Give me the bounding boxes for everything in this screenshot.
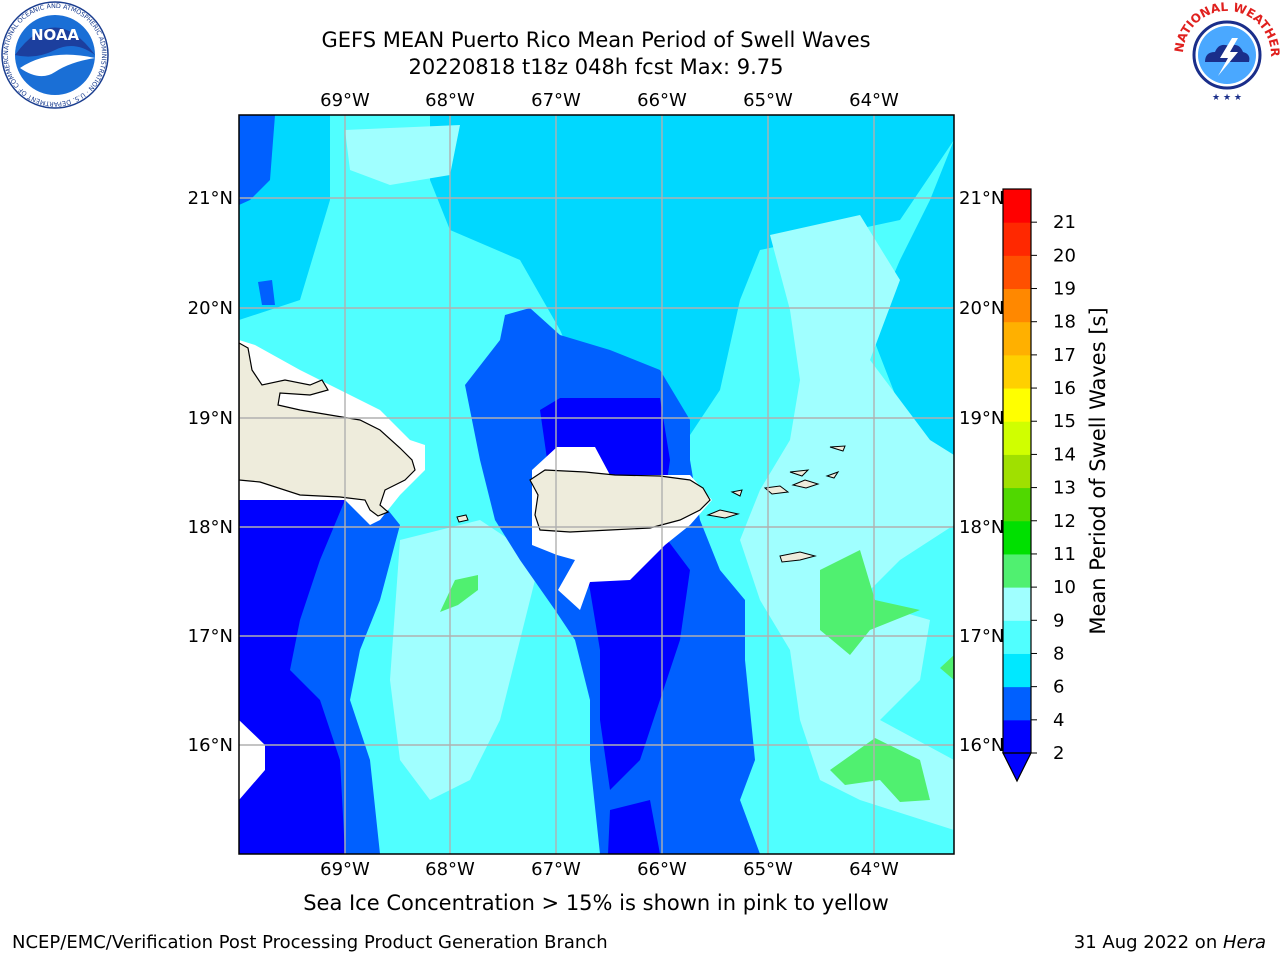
lon-label-bottom: 67°W — [531, 859, 581, 880]
lat-label-left: 20°N — [188, 298, 233, 319]
lat-label-right: 20°N — [959, 298, 1004, 319]
island-outline — [730, 489, 743, 497]
lat-label-left: 16°N — [188, 735, 233, 756]
lon-label-top: 69°W — [320, 90, 370, 111]
island-outline — [779, 551, 817, 563]
lat-label-right: 17°N — [959, 626, 1004, 647]
lon-label-bottom: 66°W — [637, 859, 687, 880]
sea-ice-caption: Sea Ice Concentration > 15% is shown in … — [303, 891, 889, 915]
footer-system: Hera — [1222, 932, 1266, 953]
swell-band-2-4 — [239, 500, 345, 854]
swell-band-10-11 — [820, 550, 920, 655]
lon-label-top: 66°W — [637, 90, 687, 111]
island-outline — [706, 509, 740, 519]
lon-label-bottom: 69°W — [320, 859, 370, 880]
swell-band-4-6 — [239, 115, 275, 205]
swell-band-10-11 — [830, 738, 930, 802]
swell-band-9-10 — [740, 215, 954, 830]
svg-text:★ ★ ★: ★ ★ ★ — [1212, 93, 1242, 103]
swell-band-4-6 — [258, 280, 275, 305]
island-outline — [829, 445, 846, 452]
lon-label-bottom: 64°W — [849, 859, 899, 880]
lat-label-right: 16°N — [959, 735, 1004, 756]
footer-date: 31 Aug 2022 on Hera — [1074, 932, 1266, 953]
lat-label-right: 18°N — [959, 517, 1004, 538]
island-outline — [791, 479, 820, 489]
no-data-mask — [239, 720, 265, 800]
noaa-logo-icon: NATIONAL OCEANIC AND ATMOSPHERIC ADMINIS… — [0, 0, 109, 109]
swell-band-9-10 — [390, 520, 540, 800]
lon-label-bottom: 65°W — [743, 859, 793, 880]
nws-logo-icon: NATIONAL WEATHER SERVICE ★ ★ ★ — [1172, 0, 1280, 107]
map-title: GEFS MEAN Puerto Rico Mean Period of Swe… — [321, 28, 871, 52]
puerto-rico-land — [529, 469, 711, 533]
footer-date-prefix: 31 Aug 2022 on — [1073, 932, 1223, 953]
lat-label-left: 19°N — [188, 408, 233, 429]
lat-label-right: 21°N — [959, 188, 1004, 209]
lon-label-top: 67°W — [531, 90, 581, 111]
footer-branch: NCEP/EMC/Verification Post Processing Pr… — [12, 932, 608, 953]
lon-label-top: 64°W — [849, 90, 899, 111]
lat-label-left: 17°N — [188, 626, 233, 647]
swell-band-10-11 — [940, 655, 954, 680]
swell-band-9-10 — [345, 125, 460, 185]
swell-band-2-4 — [608, 800, 660, 854]
lat-label-left: 18°N — [188, 517, 233, 538]
island-outline — [825, 471, 840, 479]
map-subtitle: 20220818 t18z 048h fcst Max: 9.75 — [408, 55, 784, 79]
island-outline — [456, 514, 469, 523]
lat-label-left: 21°N — [188, 188, 233, 209]
lon-label-top: 68°W — [425, 90, 475, 111]
hispaniola-land — [239, 342, 416, 517]
map-frame — [238, 114, 955, 855]
lat-label-right: 19°N — [959, 408, 1004, 429]
lon-label-top: 65°W — [743, 90, 793, 111]
island-outline — [789, 469, 810, 477]
lon-label-bottom: 68°W — [425, 859, 475, 880]
island-outline — [763, 485, 790, 495]
map-grid — [239, 115, 954, 854]
swell-band-8-9 — [430, 115, 954, 450]
noaa-text: NOAA — [31, 26, 80, 44]
